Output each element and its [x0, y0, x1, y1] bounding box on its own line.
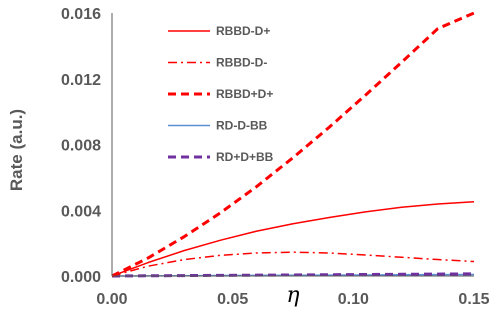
legend: RBBD-D+ RBBD-D- RBBD+D+ RD-D-BB RD+D+BB [168, 24, 274, 164]
x-tick-label: 0.05 [217, 291, 248, 308]
y-tick-label: 0.004 [61, 203, 101, 220]
y-tick-label: 0.012 [61, 72, 101, 89]
axes [111, 13, 474, 277]
x-tick-labels: 0.00 0.05 0.10 0.15 [96, 291, 489, 308]
legend-label: RBBD-D+ [216, 24, 270, 38]
legend-label: RBBD-D- [216, 56, 267, 70]
y-axis-label: Rate (a.u.) [7, 109, 26, 191]
x-axis-label: η [286, 283, 299, 308]
series-line-rbbd-d- [111, 11, 475, 278]
plot-area [111, 11, 475, 278]
x-tick-label: 0.00 [96, 291, 127, 308]
legend-label: RD+D+BB [216, 150, 274, 164]
legend-label: RBBD+D+ [216, 87, 273, 101]
series-line-rbbd-d- [111, 251, 475, 277]
legend-label: RD-D-BB [216, 119, 268, 133]
x-tick-label: 0.15 [458, 291, 489, 308]
y-tick-label: 0.016 [61, 6, 101, 23]
y-tick-labels: 0.000 0.004 0.008 0.012 0.016 [61, 6, 101, 286]
y-tick-label: 0.008 [61, 138, 101, 155]
series-line-rd-d-bb [111, 272, 475, 278]
series-line-rbbd-d- [111, 200, 475, 277]
y-tick-label: 0.000 [61, 269, 101, 286]
x-tick-label: 0.10 [338, 291, 369, 308]
